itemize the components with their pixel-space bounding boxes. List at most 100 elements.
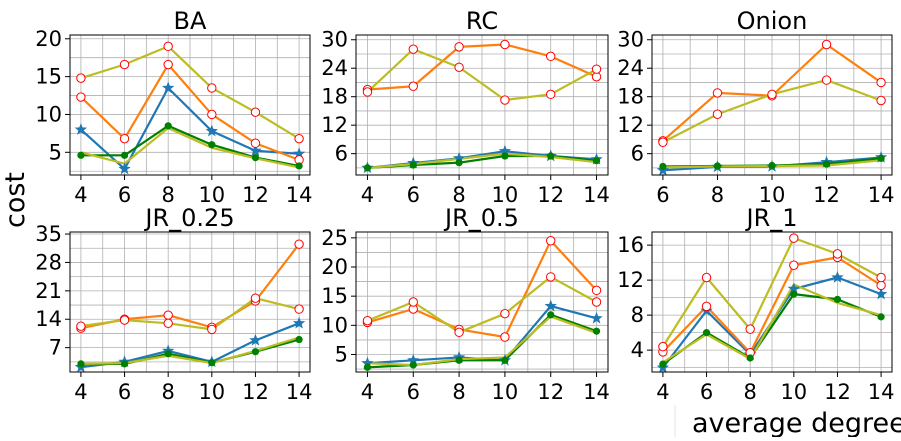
x-tick-label: 12: [537, 183, 564, 207]
data-point: [207, 109, 217, 120]
data-point: [701, 301, 712, 312]
y-tick-label: 16: [617, 233, 644, 257]
data-point: [162, 81, 175, 94]
panel-title: JR_1: [744, 204, 797, 232]
data-point: [163, 41, 173, 52]
data-point: [208, 141, 216, 149]
y-tick-label: 25: [321, 226, 348, 250]
x-tick-label: 8: [452, 183, 465, 207]
plot-frame: [651, 231, 893, 373]
data-point: [74, 123, 88, 135]
data-point: [76, 92, 86, 102]
data-point: [76, 321, 86, 331]
x-tick-label: 12: [813, 183, 840, 207]
y-tick-label: 12: [617, 268, 644, 292]
x-tick-label: 10: [198, 183, 225, 207]
x-tick-label: 14: [286, 183, 313, 207]
y-tick-label: 10: [35, 102, 62, 126]
data-point: [546, 89, 556, 100]
x-tick-label: 12: [242, 183, 269, 207]
data-point: [877, 154, 885, 162]
x-tick-label: 6: [118, 380, 131, 404]
data-point: [409, 361, 417, 369]
y-tick-label: 24: [617, 56, 644, 80]
data-point: [767, 89, 777, 100]
y-tick-label: 24: [321, 56, 348, 80]
panel-3: 6 8 10 12 14 6 12 18 24 30 Onion: [617, 7, 894, 207]
data-point: [877, 313, 885, 321]
grid: [356, 232, 608, 372]
data-point: [546, 236, 556, 246]
data-point: [292, 316, 306, 329]
x-tick-label: 8: [743, 380, 756, 404]
data-point: [251, 153, 260, 162]
y-tick-label: 14: [35, 307, 62, 331]
panel-title: Onion: [737, 7, 808, 35]
y-tick-label: 6: [335, 142, 348, 166]
data-point: [294, 304, 304, 314]
x-tick-label: 4: [656, 380, 669, 404]
data-point: [362, 87, 373, 97]
data-point: [119, 59, 130, 70]
data-point: [77, 151, 85, 159]
y-tick-label: 15: [35, 65, 62, 89]
x-tick-label: 14: [583, 183, 610, 207]
data-point: [821, 39, 832, 50]
panel-title: BA: [174, 7, 207, 35]
data-point: [207, 324, 217, 335]
panel-title: JR_0.5: [443, 204, 519, 232]
data-point: [163, 310, 173, 320]
data-point: [790, 290, 798, 298]
x-tick-label: 6: [118, 183, 131, 207]
data-point: [713, 162, 722, 170]
data-point: [833, 295, 842, 303]
data-point: [658, 137, 668, 147]
panel-1: 4 6 8 10 12 14 5 10 15 20 BA: [35, 7, 312, 207]
series-line-3: [367, 275, 598, 334]
data-point: [77, 360, 85, 368]
data-point: [701, 272, 712, 283]
series-line-5: [662, 283, 882, 364]
data-point: [163, 318, 173, 329]
y-tick-label: 35: [35, 222, 62, 246]
data-point: [120, 360, 129, 368]
data-point: [592, 157, 601, 165]
data-point: [544, 299, 557, 312]
data-point: [501, 152, 509, 160]
data-point: [498, 144, 512, 157]
data-point: [821, 75, 832, 85]
data-point: [831, 271, 844, 283]
x-tick-label: 14: [868, 380, 895, 404]
x-tick-label: 14: [583, 380, 610, 404]
data-point: [164, 122, 172, 130]
data-point: [500, 332, 510, 342]
y-tick-label: 10: [321, 313, 348, 337]
data-point: [592, 327, 601, 335]
x-tick-label: 12: [824, 380, 851, 404]
y-tick-label: 12: [617, 113, 644, 137]
series-line-2: [367, 43, 597, 91]
series-line-2: [367, 239, 598, 339]
series-line-5: [80, 126, 300, 169]
y-tick-label: 15: [321, 284, 348, 308]
x-axis-label: average degree: [692, 408, 901, 437]
data-point: [452, 151, 466, 164]
data-point: [501, 356, 509, 364]
y-tick-label: 20: [35, 27, 62, 51]
data-point: [746, 354, 754, 362]
data-point: [250, 293, 261, 303]
data-point: [874, 287, 888, 300]
data-point: [119, 133, 130, 144]
data-point: [407, 353, 420, 366]
data-point: [591, 297, 602, 307]
x-tick-label: 8: [161, 183, 174, 207]
data-point: [455, 356, 463, 364]
data-point: [118, 162, 131, 175]
data-point: [658, 341, 668, 352]
x-tick-label: 10: [198, 380, 225, 404]
y-tick-label: 6: [631, 142, 644, 166]
data-point: [789, 260, 799, 270]
data-point: [362, 315, 373, 326]
